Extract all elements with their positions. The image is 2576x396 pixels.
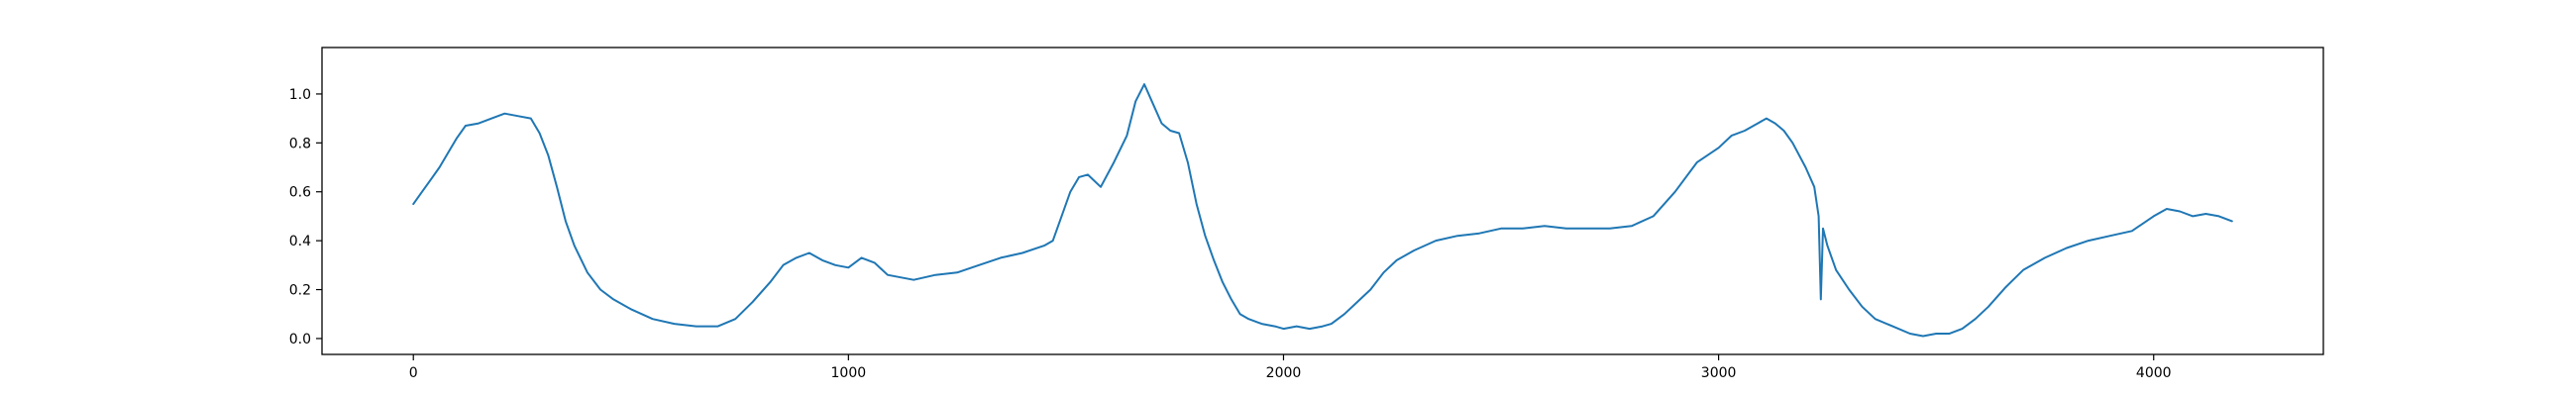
x-tick-label: 1000 <box>831 365 867 381</box>
x-tick-label: 3000 <box>1701 365 1737 381</box>
y-tick-label: 0.4 <box>289 234 311 249</box>
x-tick-label: 2000 <box>1266 365 1302 381</box>
y-tick-label: 0.0 <box>289 332 311 347</box>
x-tick-label: 4000 <box>2136 365 2172 381</box>
y-axis: 0.0 0.2 0.4 0.6 0.8 1.0 <box>289 87 322 347</box>
y-tick-label: 0.8 <box>289 136 311 151</box>
plot-content <box>412 83 2233 338</box>
series-line-0 <box>412 83 2233 338</box>
x-axis: 0 1000 2000 3000 4000 <box>409 354 2172 381</box>
x-tick-label: 0 <box>409 365 418 381</box>
y-tick-label: 0.2 <box>289 283 311 299</box>
y-tick-label: 1.0 <box>289 87 311 103</box>
plot-frame <box>321 47 2324 355</box>
y-tick-label: 0.6 <box>289 185 311 201</box>
